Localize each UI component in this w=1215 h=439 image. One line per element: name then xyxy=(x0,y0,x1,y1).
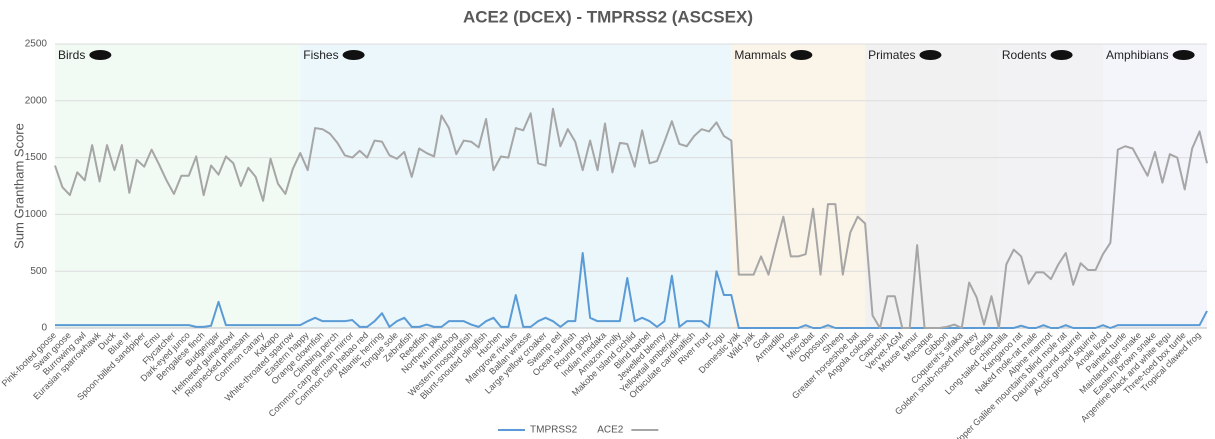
group-label: Fishes xyxy=(303,48,338,62)
group-band xyxy=(998,44,1103,328)
group-band xyxy=(731,44,866,328)
group-band xyxy=(1102,44,1207,328)
y-tick-label: 2500 xyxy=(25,39,48,50)
legend-label: TMPRSS2 xyxy=(530,425,578,436)
y-tick-label: 500 xyxy=(30,266,47,277)
group-band xyxy=(865,44,999,328)
y-tick-label: 1000 xyxy=(25,209,48,220)
group-icon xyxy=(1050,50,1073,60)
series-line xyxy=(55,252,1208,329)
group-band xyxy=(300,44,732,328)
y-tick-label: 1500 xyxy=(25,152,48,163)
group-label: Birds xyxy=(58,48,85,62)
group-label: Rodents xyxy=(1002,48,1047,62)
group-icon xyxy=(919,50,942,60)
y-axis-label: Sum Grantham Score xyxy=(11,123,26,249)
chart-title: ACE2 (DCEX) - TMPRSS2 (ASCSEX) xyxy=(463,7,753,26)
group-icon xyxy=(342,50,365,60)
group-icon xyxy=(89,50,112,60)
group-icon xyxy=(790,50,813,60)
group-icon xyxy=(1172,50,1195,60)
group-label: Primates xyxy=(868,48,915,62)
legend-label: ACE2 xyxy=(597,425,624,436)
y-tick-label: 0 xyxy=(41,323,47,334)
y-tick-label: 2000 xyxy=(25,95,48,106)
series-line xyxy=(54,107,1208,329)
group-label: Mammals xyxy=(734,48,786,62)
group-label: Amphibians xyxy=(1106,48,1169,62)
